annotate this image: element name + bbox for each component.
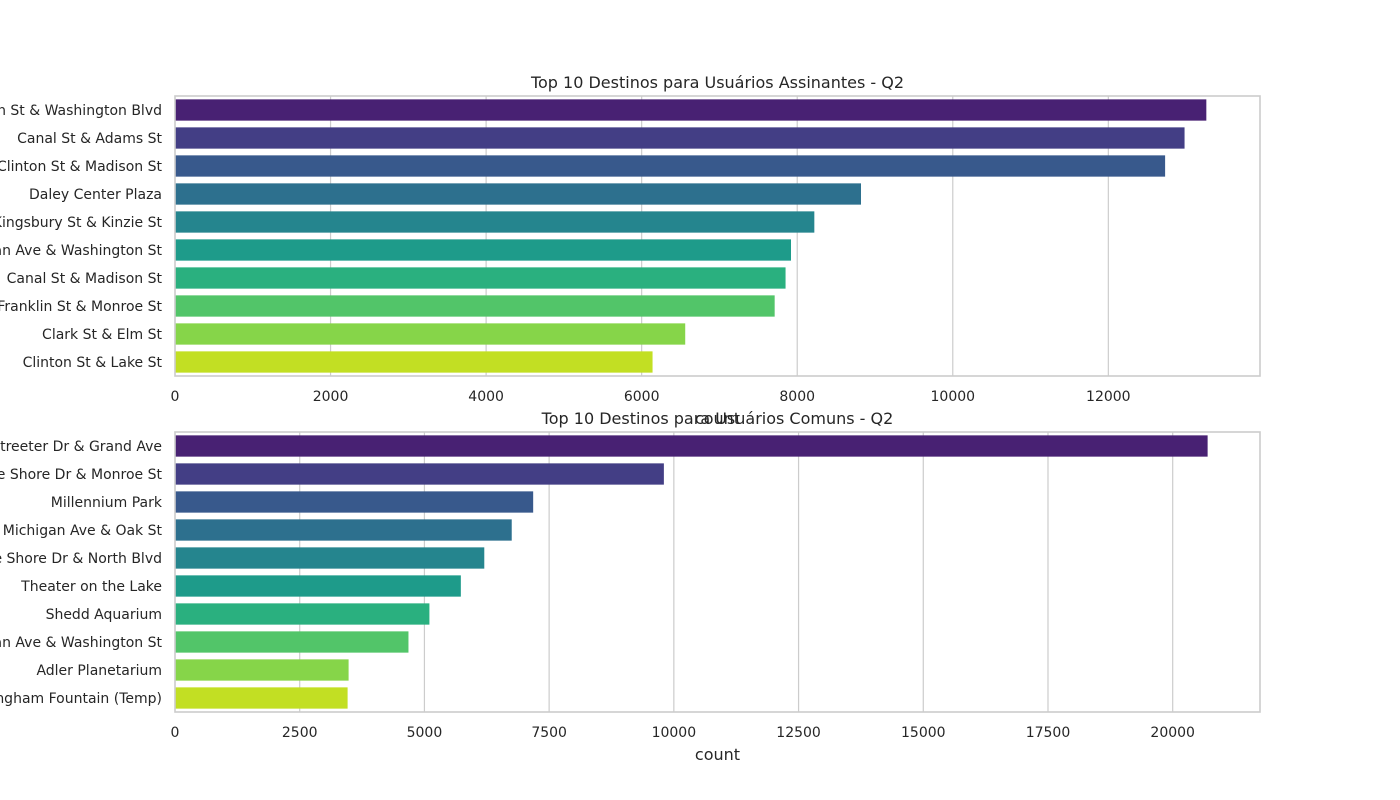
category-label: Lake Shore Dr & North Blvd	[0, 551, 162, 567]
x-tick-label: 8000	[779, 389, 815, 405]
category-label: Canal St & Adams St	[17, 131, 162, 147]
x-tick-label: 10000	[931, 389, 976, 405]
category-labels: Streeter Dr & Grand Ave Lake Shore Dr & M…	[0, 439, 163, 707]
bar-2	[175, 127, 1185, 149]
bar-10	[175, 687, 348, 709]
category-label: Franklin St & Monroe St	[0, 299, 163, 315]
bar-1	[175, 99, 1207, 121]
category-label: Daley Center Plaza	[29, 187, 162, 203]
bar-8	[175, 295, 775, 317]
category-label: Buckingham Fountain (Temp)	[0, 691, 162, 707]
category-label: Clinton St & Washington Blvd	[0, 103, 162, 119]
category-label: Theater on the Lake	[20, 579, 162, 595]
bar-6	[175, 239, 791, 261]
chart-title: Top 10 Destinos para Usuários Comuns - Q…	[541, 409, 894, 428]
bar-4	[175, 183, 861, 205]
category-labels: Clinton St & Washington Blvd Canal St & A…	[0, 103, 163, 371]
bar-7	[175, 267, 786, 289]
chart-title: Top 10 Destinos para Usuários Assinantes…	[530, 73, 904, 92]
x-tick-label: 12000	[1086, 389, 1131, 405]
category-label: Michigan Ave & Oak St	[3, 523, 163, 539]
category-label: Clinton St & Madison St	[0, 159, 163, 175]
category-label: Kingsbury St & Kinzie St	[0, 215, 162, 231]
category-label: Canal St & Madison St	[7, 271, 163, 287]
category-label: Michigan Ave & Washington St	[0, 243, 163, 259]
bar-4	[175, 519, 512, 541]
category-label: Lake Shore Dr & Monroe St	[0, 467, 163, 483]
x-tick-label: 4000	[468, 389, 504, 405]
x-tick-label: 20000	[1150, 725, 1195, 741]
bar-1	[175, 435, 1208, 457]
category-label: Clark St & Elm St	[42, 327, 162, 343]
bar-10	[175, 351, 653, 373]
x-axis-label-overlap: count	[695, 409, 740, 428]
category-label: Clinton St & Lake St	[23, 355, 163, 371]
bar-2	[175, 463, 664, 485]
x-axis-label: count	[695, 745, 740, 764]
category-label: Millennium Park	[51, 495, 163, 511]
subscriber-destinations-panel: Clinton St & Washington Blvd Canal St & A…	[0, 73, 1261, 428]
x-tick-label: 10000	[652, 725, 697, 741]
category-label: Streeter Dr & Grand Ave	[0, 439, 162, 455]
x-tick-label: 2500	[282, 725, 318, 741]
x-tick-label: 15000	[901, 725, 946, 741]
plot-frame	[174, 95, 1261, 377]
bar-7	[175, 603, 430, 625]
x-tick-label: 0	[171, 725, 180, 741]
casual-destinations-panel: Streeter Dr & Grand Ave Lake Shore Dr & M…	[0, 409, 1261, 764]
x-tick-label: 17500	[1026, 725, 1071, 741]
x-tick-label: 12500	[776, 725, 821, 741]
x-tick-label: 2000	[313, 389, 349, 405]
x-tick-label: 6000	[624, 389, 660, 405]
category-label: Adler Planetarium	[36, 663, 162, 679]
bar-3	[175, 491, 534, 513]
bar-8	[175, 631, 409, 653]
x-tick-label: 5000	[407, 725, 443, 741]
bar-6	[175, 575, 461, 597]
plot-frame	[174, 431, 1261, 713]
x-tick-label: 0	[171, 389, 180, 405]
bar-5	[175, 547, 485, 569]
bar-9	[175, 323, 686, 345]
category-label: Shedd Aquarium	[46, 607, 162, 623]
bar-9	[175, 659, 349, 681]
category-label: Michigan Ave & Washington St	[0, 635, 163, 651]
bar-3	[175, 155, 1166, 177]
x-tick-label: 7500	[531, 725, 567, 741]
bar-5	[175, 211, 815, 233]
